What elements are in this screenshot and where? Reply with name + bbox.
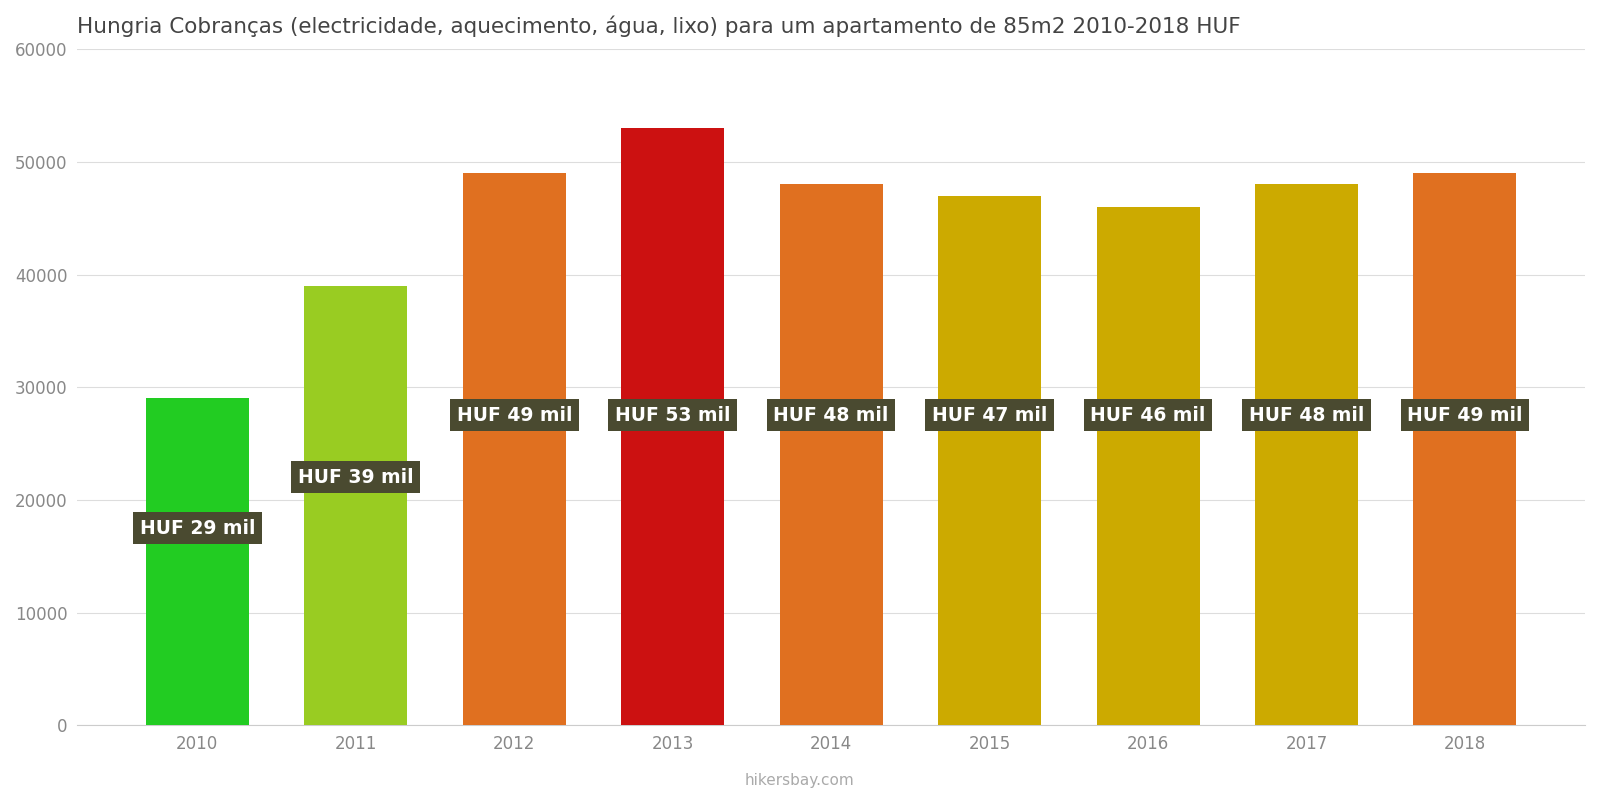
- Bar: [462, 173, 566, 726]
- Bar: [621, 128, 725, 726]
- Bar: [779, 184, 883, 726]
- Text: hikersbay.com: hikersbay.com: [746, 773, 854, 788]
- Text: HUF 39 mil: HUF 39 mil: [298, 468, 414, 487]
- Text: HUF 48 mil: HUF 48 mil: [773, 406, 890, 425]
- Text: HUF 49 mil: HUF 49 mil: [456, 406, 573, 425]
- Bar: [1096, 207, 1200, 726]
- Text: HUF 53 mil: HUF 53 mil: [614, 406, 731, 425]
- Bar: [938, 196, 1042, 726]
- Bar: [304, 286, 408, 726]
- Text: HUF 46 mil: HUF 46 mil: [1090, 406, 1206, 425]
- Text: HUF 29 mil: HUF 29 mil: [139, 518, 254, 538]
- Text: HUF 49 mil: HUF 49 mil: [1408, 406, 1523, 425]
- Text: HUF 48 mil: HUF 48 mil: [1250, 406, 1365, 425]
- Bar: [1254, 184, 1358, 726]
- Bar: [1413, 173, 1517, 726]
- Bar: [146, 398, 250, 726]
- Text: HUF 47 mil: HUF 47 mil: [931, 406, 1048, 425]
- Text: Hungria Cobranças (electricidade, aquecimento, água, lixo) para um apartamento d: Hungria Cobranças (electricidade, aqueci…: [77, 15, 1242, 37]
